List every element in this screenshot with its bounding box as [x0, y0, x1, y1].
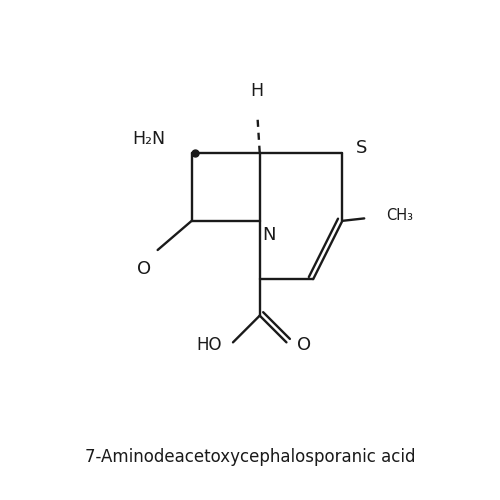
Text: HO: HO: [197, 336, 222, 354]
Text: N: N: [262, 226, 276, 244]
Text: O: O: [297, 336, 312, 354]
Text: S: S: [356, 139, 368, 157]
Text: CH₃: CH₃: [386, 208, 413, 224]
Text: O: O: [137, 260, 151, 278]
Text: H₂N: H₂N: [132, 130, 165, 148]
Text: H: H: [250, 82, 264, 100]
Text: 7-Aminodeacetoxycephalosporanic acid: 7-Aminodeacetoxycephalosporanic acid: [85, 448, 415, 466]
